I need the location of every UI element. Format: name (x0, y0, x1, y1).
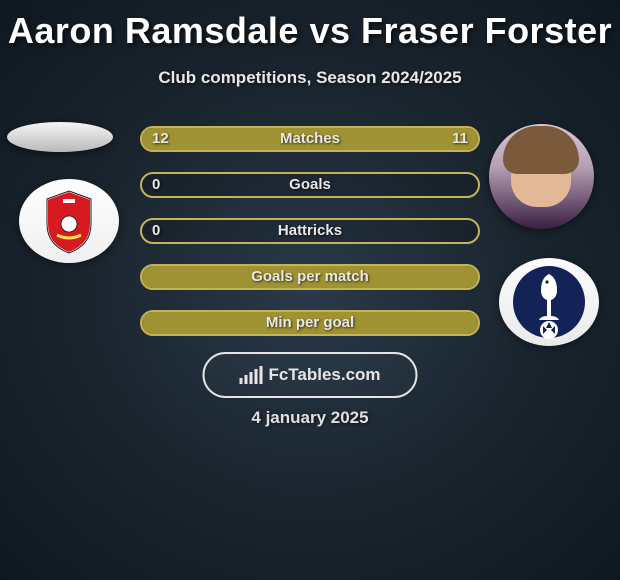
stat-value-right: 11 (452, 128, 468, 150)
stat-label: Goals (142, 174, 478, 196)
brand-pill: FcTables.com (203, 352, 418, 398)
stat-row: Goals0 (140, 172, 480, 198)
stat-value-left: 12 (152, 128, 169, 150)
brand-bars-icon (239, 366, 262, 384)
stat-label: Matches (142, 128, 478, 150)
player-right-photo (489, 124, 594, 229)
stat-label: Hattricks (142, 220, 478, 242)
stat-label: Min per goal (142, 312, 478, 334)
stat-row: Matches12 11 (140, 126, 480, 152)
club-crest-right (499, 258, 599, 346)
stat-row: Goals per match (140, 264, 480, 290)
page-title: Aaron Ramsdale vs Fraser Forster (0, 0, 620, 52)
stat-row: Min per goal (140, 310, 480, 336)
brand-text: FcTables.com (268, 365, 380, 385)
stat-label: Goals per match (142, 266, 478, 288)
club-crest-left (19, 179, 119, 263)
generation-date: 4 january 2025 (0, 408, 620, 428)
stat-value-left: 0 (152, 220, 160, 242)
subtitle: Club competitions, Season 2024/2025 (0, 68, 620, 88)
player-left-photo (7, 122, 113, 152)
stats-panel: Matches1211Goals0Hattricks0Goals per mat… (140, 126, 480, 356)
stat-row: Hattricks0 (140, 218, 480, 244)
stat-value-left: 0 (152, 174, 160, 196)
